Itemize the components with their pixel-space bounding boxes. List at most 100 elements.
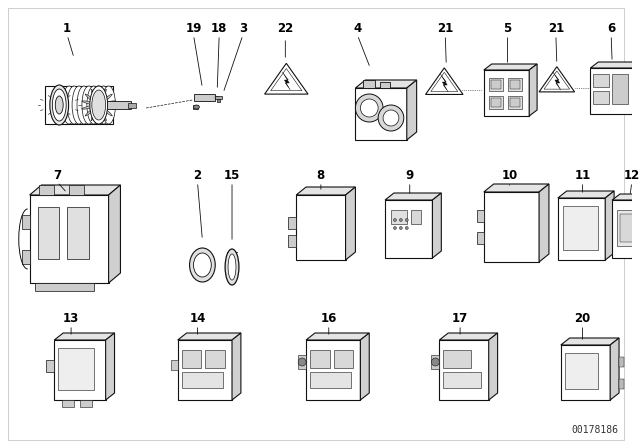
Bar (193, 105, 198, 109)
Bar (288, 235, 296, 247)
Polygon shape (109, 185, 120, 283)
Ellipse shape (67, 86, 81, 124)
Text: 15: 15 (224, 168, 240, 181)
Bar (477, 210, 484, 222)
Ellipse shape (97, 86, 111, 124)
Text: 3: 3 (239, 22, 247, 34)
Bar (508, 78, 522, 91)
Polygon shape (539, 67, 575, 92)
Polygon shape (426, 68, 463, 95)
Text: 6: 6 (607, 22, 615, 34)
Ellipse shape (82, 86, 96, 124)
Bar (411, 210, 420, 224)
Circle shape (360, 99, 378, 117)
Text: 10: 10 (501, 168, 518, 181)
Text: 1: 1 (63, 22, 71, 34)
Bar (38, 207, 60, 259)
Text: 11: 11 (574, 168, 591, 181)
Text: 18: 18 (211, 22, 227, 34)
Bar (511, 80, 520, 89)
Ellipse shape (82, 101, 116, 109)
Bar (491, 80, 500, 89)
Text: 21: 21 (548, 22, 564, 34)
Circle shape (355, 94, 383, 122)
Ellipse shape (85, 94, 112, 116)
Polygon shape (561, 338, 619, 345)
Polygon shape (484, 64, 537, 70)
Bar (380, 82, 390, 88)
Bar (612, 200, 640, 258)
Polygon shape (355, 80, 417, 88)
Bar (385, 200, 433, 258)
Bar (182, 372, 223, 388)
Circle shape (431, 358, 439, 366)
Text: 13: 13 (63, 311, 79, 324)
Ellipse shape (87, 86, 100, 124)
Polygon shape (558, 191, 614, 198)
Bar (558, 198, 605, 260)
Text: 19: 19 (186, 22, 202, 34)
Text: 8: 8 (317, 168, 325, 181)
Bar (67, 207, 89, 259)
Text: 7: 7 (53, 168, 61, 181)
Circle shape (399, 227, 403, 229)
Ellipse shape (189, 248, 215, 282)
Polygon shape (264, 63, 308, 94)
Polygon shape (634, 62, 640, 114)
Ellipse shape (90, 86, 108, 124)
Ellipse shape (92, 86, 106, 124)
Circle shape (383, 110, 399, 126)
Bar (35, 283, 94, 291)
Bar (205, 350, 225, 368)
Circle shape (378, 105, 404, 131)
Polygon shape (360, 333, 369, 400)
Bar (22, 215, 29, 229)
Polygon shape (433, 193, 442, 258)
Circle shape (298, 358, 306, 366)
Ellipse shape (82, 101, 116, 109)
Bar (489, 78, 502, 91)
Polygon shape (539, 184, 549, 262)
Ellipse shape (225, 249, 239, 285)
Bar (45, 86, 113, 124)
Bar (491, 98, 500, 107)
Polygon shape (407, 80, 417, 140)
Polygon shape (29, 185, 120, 195)
Polygon shape (489, 333, 498, 400)
Text: 5: 5 (503, 22, 511, 34)
Bar (296, 195, 346, 260)
Bar (593, 91, 609, 104)
Polygon shape (296, 187, 355, 195)
Ellipse shape (97, 87, 100, 122)
Text: 14: 14 (189, 311, 205, 324)
Polygon shape (178, 333, 241, 340)
Polygon shape (544, 71, 570, 89)
Ellipse shape (85, 94, 112, 116)
Polygon shape (529, 64, 537, 116)
Bar (62, 400, 74, 407)
Polygon shape (271, 69, 302, 90)
Polygon shape (612, 194, 640, 200)
Polygon shape (215, 96, 221, 99)
Polygon shape (440, 74, 448, 92)
Bar (439, 340, 489, 400)
Circle shape (405, 227, 408, 229)
Polygon shape (553, 72, 561, 90)
Polygon shape (232, 333, 241, 400)
Bar (508, 96, 522, 109)
Text: 12: 12 (624, 168, 640, 181)
Ellipse shape (91, 89, 106, 121)
Bar (593, 74, 609, 87)
Bar (620, 214, 640, 242)
Ellipse shape (102, 86, 115, 124)
Polygon shape (610, 338, 619, 400)
Bar (58, 348, 94, 390)
Bar (171, 360, 178, 370)
Polygon shape (385, 193, 442, 200)
Bar (477, 232, 484, 244)
Text: 20: 20 (574, 311, 591, 324)
Bar (355, 88, 407, 140)
Ellipse shape (193, 253, 211, 277)
Bar (591, 68, 634, 114)
Ellipse shape (92, 90, 106, 120)
